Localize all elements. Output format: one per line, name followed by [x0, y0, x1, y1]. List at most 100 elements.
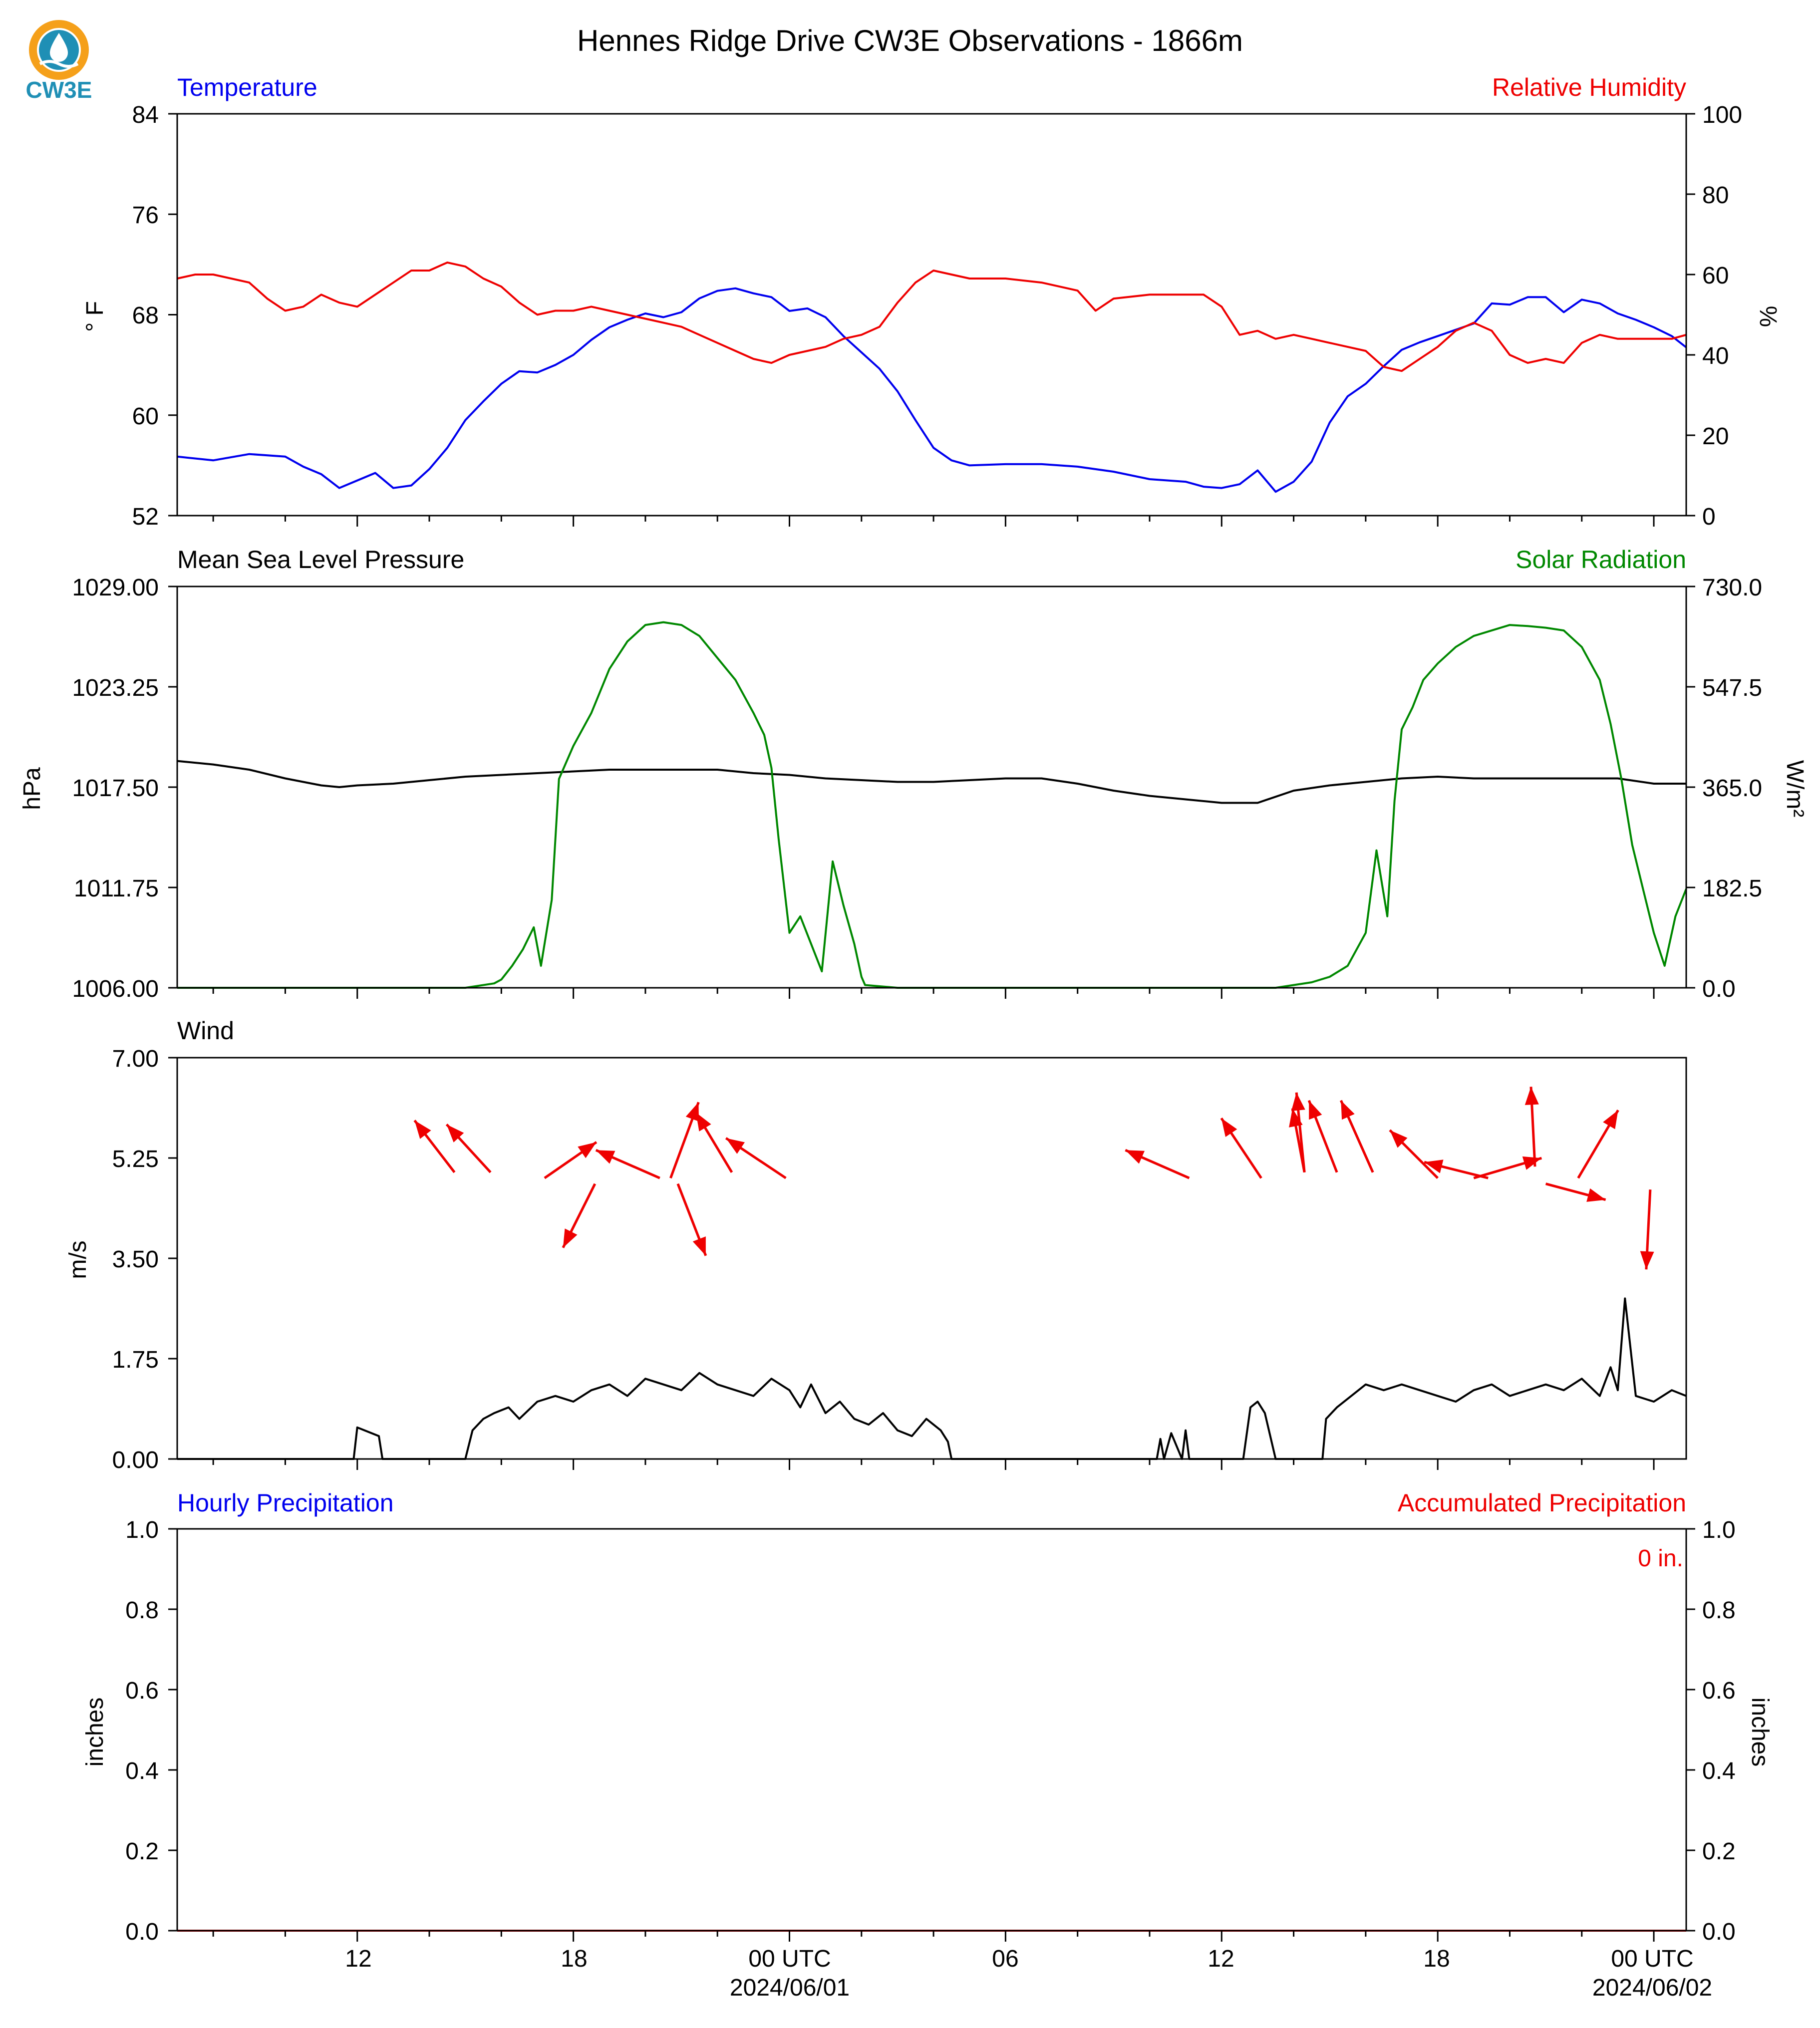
wind-arrow	[1524, 1087, 1539, 1167]
accum-precip-panel-title: Accumulated Precipitation	[1398, 1489, 1686, 1517]
cw3e-logo: CW3E	[26, 20, 92, 103]
wind-tick-label: 1.75	[112, 1347, 159, 1373]
precip-left-tick-label: 0.2	[125, 1838, 159, 1865]
wind-arrow-head	[685, 1102, 699, 1122]
precip-right-y-ticks: 1.0 0.8 0.6 0.4 0.2 0.0	[1702, 1517, 1736, 1945]
precip-right-tick-label: 0.8	[1702, 1597, 1736, 1624]
wind-tick-label: 0.00	[112, 1447, 159, 1473]
wind-tick-label: 5.25	[112, 1146, 159, 1172]
humidity-tick-label: 0	[1702, 504, 1716, 530]
temperature-tick-label: 84	[132, 102, 159, 128]
time-tick-date: 2024/06/01	[730, 1975, 850, 2001]
time-tick-date: 2024/06/02	[1592, 1975, 1712, 2001]
temperature-panel-title: Temperature	[177, 73, 317, 101]
pressure-tick-label: 1023.25	[72, 675, 159, 701]
humidity-tick-label: 80	[1702, 182, 1729, 209]
hourly-precip-panel-title: Hourly Precipitation	[177, 1489, 394, 1517]
wind-arrow	[544, 1141, 598, 1179]
wind-arrow-head	[1309, 1100, 1322, 1120]
wind-arrow-head	[1341, 1100, 1355, 1120]
wind-arrow	[1389, 1129, 1439, 1179]
wind-arrow	[595, 1149, 660, 1179]
wind-arrow	[1340, 1100, 1374, 1173]
wind-arrow	[1220, 1117, 1262, 1179]
logo-sun-ring	[29, 20, 89, 80]
time-tick-label: 18	[1423, 1946, 1450, 1972]
wind-arrow-head	[1424, 1159, 1444, 1173]
precip-left-tick-label: 0.8	[125, 1597, 159, 1624]
precip-right-tick-label: 1.0	[1702, 1517, 1736, 1543]
precip-left-y-axis-label: inches	[82, 1698, 108, 1767]
temperature-tick-label: 52	[132, 504, 159, 530]
solar-tick-label: 547.5	[1702, 675, 1762, 701]
wind-arrow	[725, 1137, 787, 1179]
pressure-tick-label: 1017.50	[72, 775, 159, 802]
precip-left-tick-label: 0.0	[125, 1919, 159, 1945]
wind-arrow	[1577, 1109, 1619, 1179]
solar-tick-label: 0.0	[1702, 976, 1736, 1002]
time-tick-label: 18	[561, 1946, 587, 1972]
panel-pressure-solar: Mean Sea Level Pressure Solar Radiation …	[19, 546, 1808, 1002]
time-axis-labels: 12 18 00 UTC 2024/06/01 06 12 18 00 UTC …	[345, 1946, 1712, 2001]
wind-arrow	[445, 1124, 492, 1173]
solar-tick-label: 365.0	[1702, 775, 1762, 802]
solar-y-ticks: 730.0 547.5 365.0 182.5 0.0	[1702, 575, 1762, 1002]
precip-right-y-axis-label: inches	[1747, 1698, 1773, 1767]
wind-arrow-head	[1524, 1087, 1539, 1105]
wind-arrow	[413, 1120, 456, 1173]
wind-arrow-head	[1586, 1188, 1606, 1202]
humidity-y-ticks: 100 80 60 40 20 0	[1702, 102, 1742, 530]
wind-arrow-head	[414, 1120, 431, 1139]
humidity-tick-label: 20	[1702, 423, 1729, 450]
humidity-y-axis-label: %	[1755, 306, 1781, 327]
humidity-tick-label: 60	[1702, 263, 1729, 289]
chart-title: Hennes Ridge Drive CW3E Observations - 1…	[577, 24, 1243, 57]
panel-temperature-humidity: Temperature Relative Humidity 84 76 68 6…	[82, 73, 1781, 530]
precip-left-tick-label: 0.6	[125, 1678, 159, 1704]
humidity-panel-title: Relative Humidity	[1492, 73, 1686, 101]
wind-arrow-head	[563, 1228, 578, 1248]
wind-arrow-head	[1221, 1118, 1237, 1137]
wind-panel-title: Wind	[177, 1017, 234, 1045]
solar-radiation-line	[177, 621, 1687, 989]
wind-arrow-head	[1125, 1150, 1145, 1164]
wind-tick-label: 7.00	[112, 1046, 159, 1072]
humidity-tick-label: 100	[1702, 102, 1742, 128]
pressure-tick-label: 1011.75	[74, 875, 159, 902]
pressure-y-axis-label: hPa	[19, 767, 45, 810]
wind-arrow	[562, 1183, 597, 1248]
time-tick-label: 00 UTC	[1611, 1946, 1693, 1972]
pressure-tick-label: 1029.00	[72, 575, 159, 601]
wind-arrow-head	[1603, 1110, 1618, 1130]
wind-arrow-head	[1640, 1251, 1654, 1270]
temperature-tick-label: 68	[132, 302, 159, 329]
wind-arrow-head	[726, 1138, 745, 1154]
panel-wind: Wind 7.00 5.25 3.50 1.75 0.00 m/s	[65, 1017, 234, 1473]
wind-arrow	[1289, 1108, 1306, 1173]
wind-tick-label: 3.50	[112, 1246, 159, 1273]
solar-tick-label: 730.0	[1702, 575, 1762, 601]
time-tick-label: 12	[345, 1946, 371, 1972]
wind-arrow-head	[1289, 1108, 1303, 1128]
precip-right-tick-label: 0.0	[1702, 1919, 1736, 1945]
wind-arrow-head	[596, 1150, 615, 1164]
time-tick-label: 00 UTC	[748, 1946, 831, 1972]
precip-right-tick-label: 0.4	[1702, 1758, 1736, 1784]
precip-right-tick-label: 0.6	[1702, 1678, 1736, 1704]
wind-arrow	[1307, 1100, 1338, 1173]
wind-y-ticks: 7.00 5.25 3.50 1.75 0.00	[112, 1046, 159, 1473]
logo-drop-icon	[50, 33, 68, 62]
axes-frames	[168, 113, 1695, 1942]
wind-arrow	[1473, 1156, 1542, 1179]
precip-left-tick-label: 0.4	[125, 1758, 159, 1784]
wind-arrow	[1125, 1149, 1190, 1179]
wind-arrow-head	[446, 1124, 464, 1143]
solar-panel-title: Solar Radiation	[1516, 546, 1686, 574]
temperature-tick-label: 60	[132, 403, 159, 430]
precip-left-y-ticks: 1.0 0.8 0.6 0.4 0.2 0.0	[125, 1517, 159, 1945]
temperature-y-ticks: 84 76 68 60 52	[132, 102, 159, 530]
wind-arrow-head	[1291, 1092, 1305, 1111]
precip-right-tick-label: 0.2	[1702, 1838, 1736, 1865]
wind-y-axis-label: m/s	[65, 1240, 91, 1279]
